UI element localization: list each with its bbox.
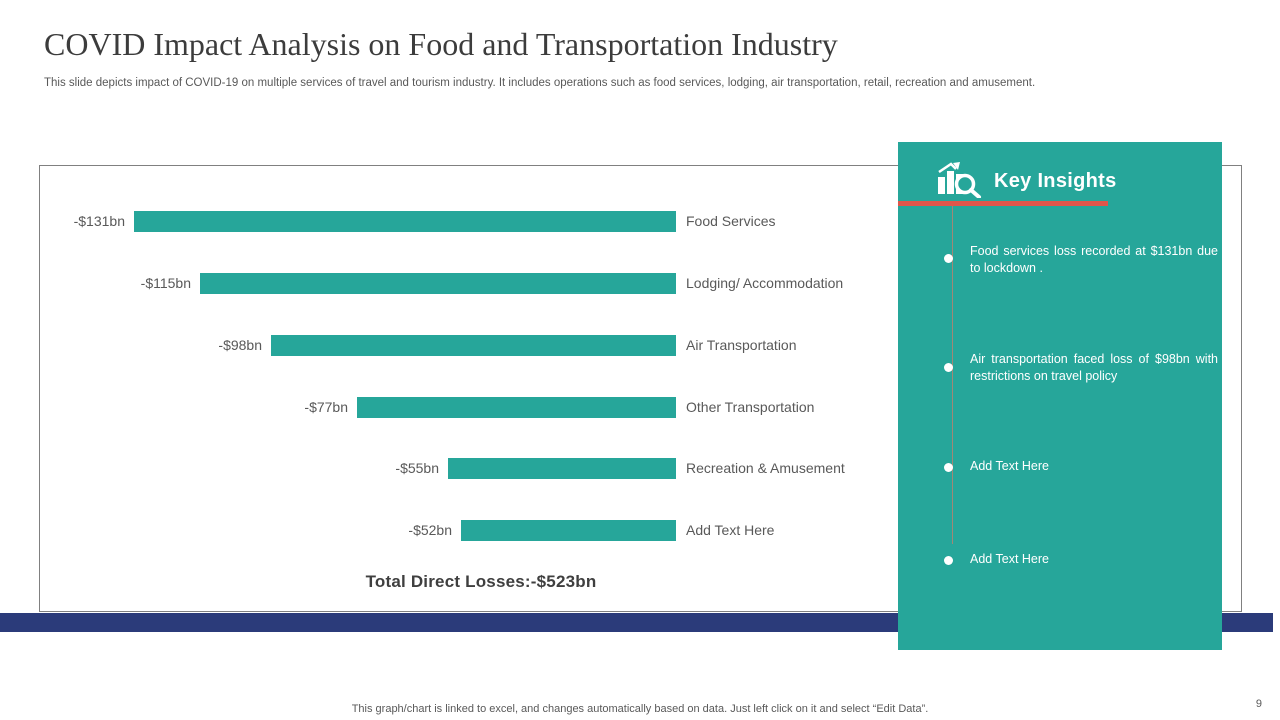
page-title: COVID Impact Analysis on Food and Transp…: [44, 26, 838, 62]
page-number: 9: [1255, 698, 1262, 710]
bar-category-label: Food Services: [686, 213, 776, 229]
bar-category-label: Other Transportation: [686, 399, 815, 415]
key-insights-title: Key Insights: [994, 170, 1117, 192]
bar-segment: [357, 397, 676, 418]
bar-segment: [134, 211, 676, 232]
chart-magnifier-icon: [936, 160, 982, 203]
bar-value-label: -$131bn: [73, 213, 125, 229]
bar-value-label: -$77bn: [304, 399, 348, 415]
bar-value-label: -$115bn: [140, 275, 191, 291]
insight-bullet-dot: [944, 463, 953, 472]
insight-bullet-dot: [944, 556, 953, 565]
insight-item-text: Food services loss recorded at $131bn du…: [970, 244, 1218, 275]
insight-item-text[interactable]: Add Text Here: [970, 459, 1049, 473]
bar-category-label: Recreation & Amusement: [686, 460, 845, 476]
page-subtitle: This slide depicts impact of COVID-19 on…: [44, 77, 1036, 89]
bar-value-label: -$98bn: [218, 337, 262, 353]
footer-note: This graph/chart is linked to excel, and…: [351, 703, 929, 715]
insight-bullet-dot: [944, 254, 953, 263]
insight-item-text: Air transportation faced loss of $98bn w…: [970, 352, 1218, 383]
key-insights-header: Key Insights: [936, 160, 1117, 203]
key-insights-panel: Key Insights Food services loss recorded…: [898, 142, 1222, 650]
key-insights-connector-line: [952, 206, 953, 544]
insight-item-text[interactable]: Add Text Here: [970, 552, 1049, 566]
total-losses-label: Total Direct Losses:-$523bn: [365, 572, 597, 591]
bar-value-label: -$55bn: [395, 460, 439, 476]
bar-value-label: -$52bn: [408, 522, 452, 538]
insight-bullet-dot: [944, 363, 953, 372]
bar-segment: [200, 273, 676, 294]
bar-category-label: Air Transportation: [686, 337, 797, 353]
bar-category-label: Lodging/ Accommodation: [686, 275, 844, 291]
bar-segment: [448, 458, 676, 479]
bar-segment: [461, 520, 676, 541]
bar-segment: [271, 335, 676, 356]
key-insights-accent-underline: [898, 201, 1108, 206]
bar-category-label[interactable]: Add Text Here: [686, 522, 775, 538]
